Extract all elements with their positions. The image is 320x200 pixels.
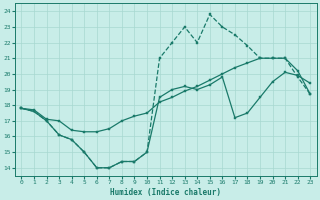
X-axis label: Humidex (Indice chaleur): Humidex (Indice chaleur) [110, 188, 221, 197]
